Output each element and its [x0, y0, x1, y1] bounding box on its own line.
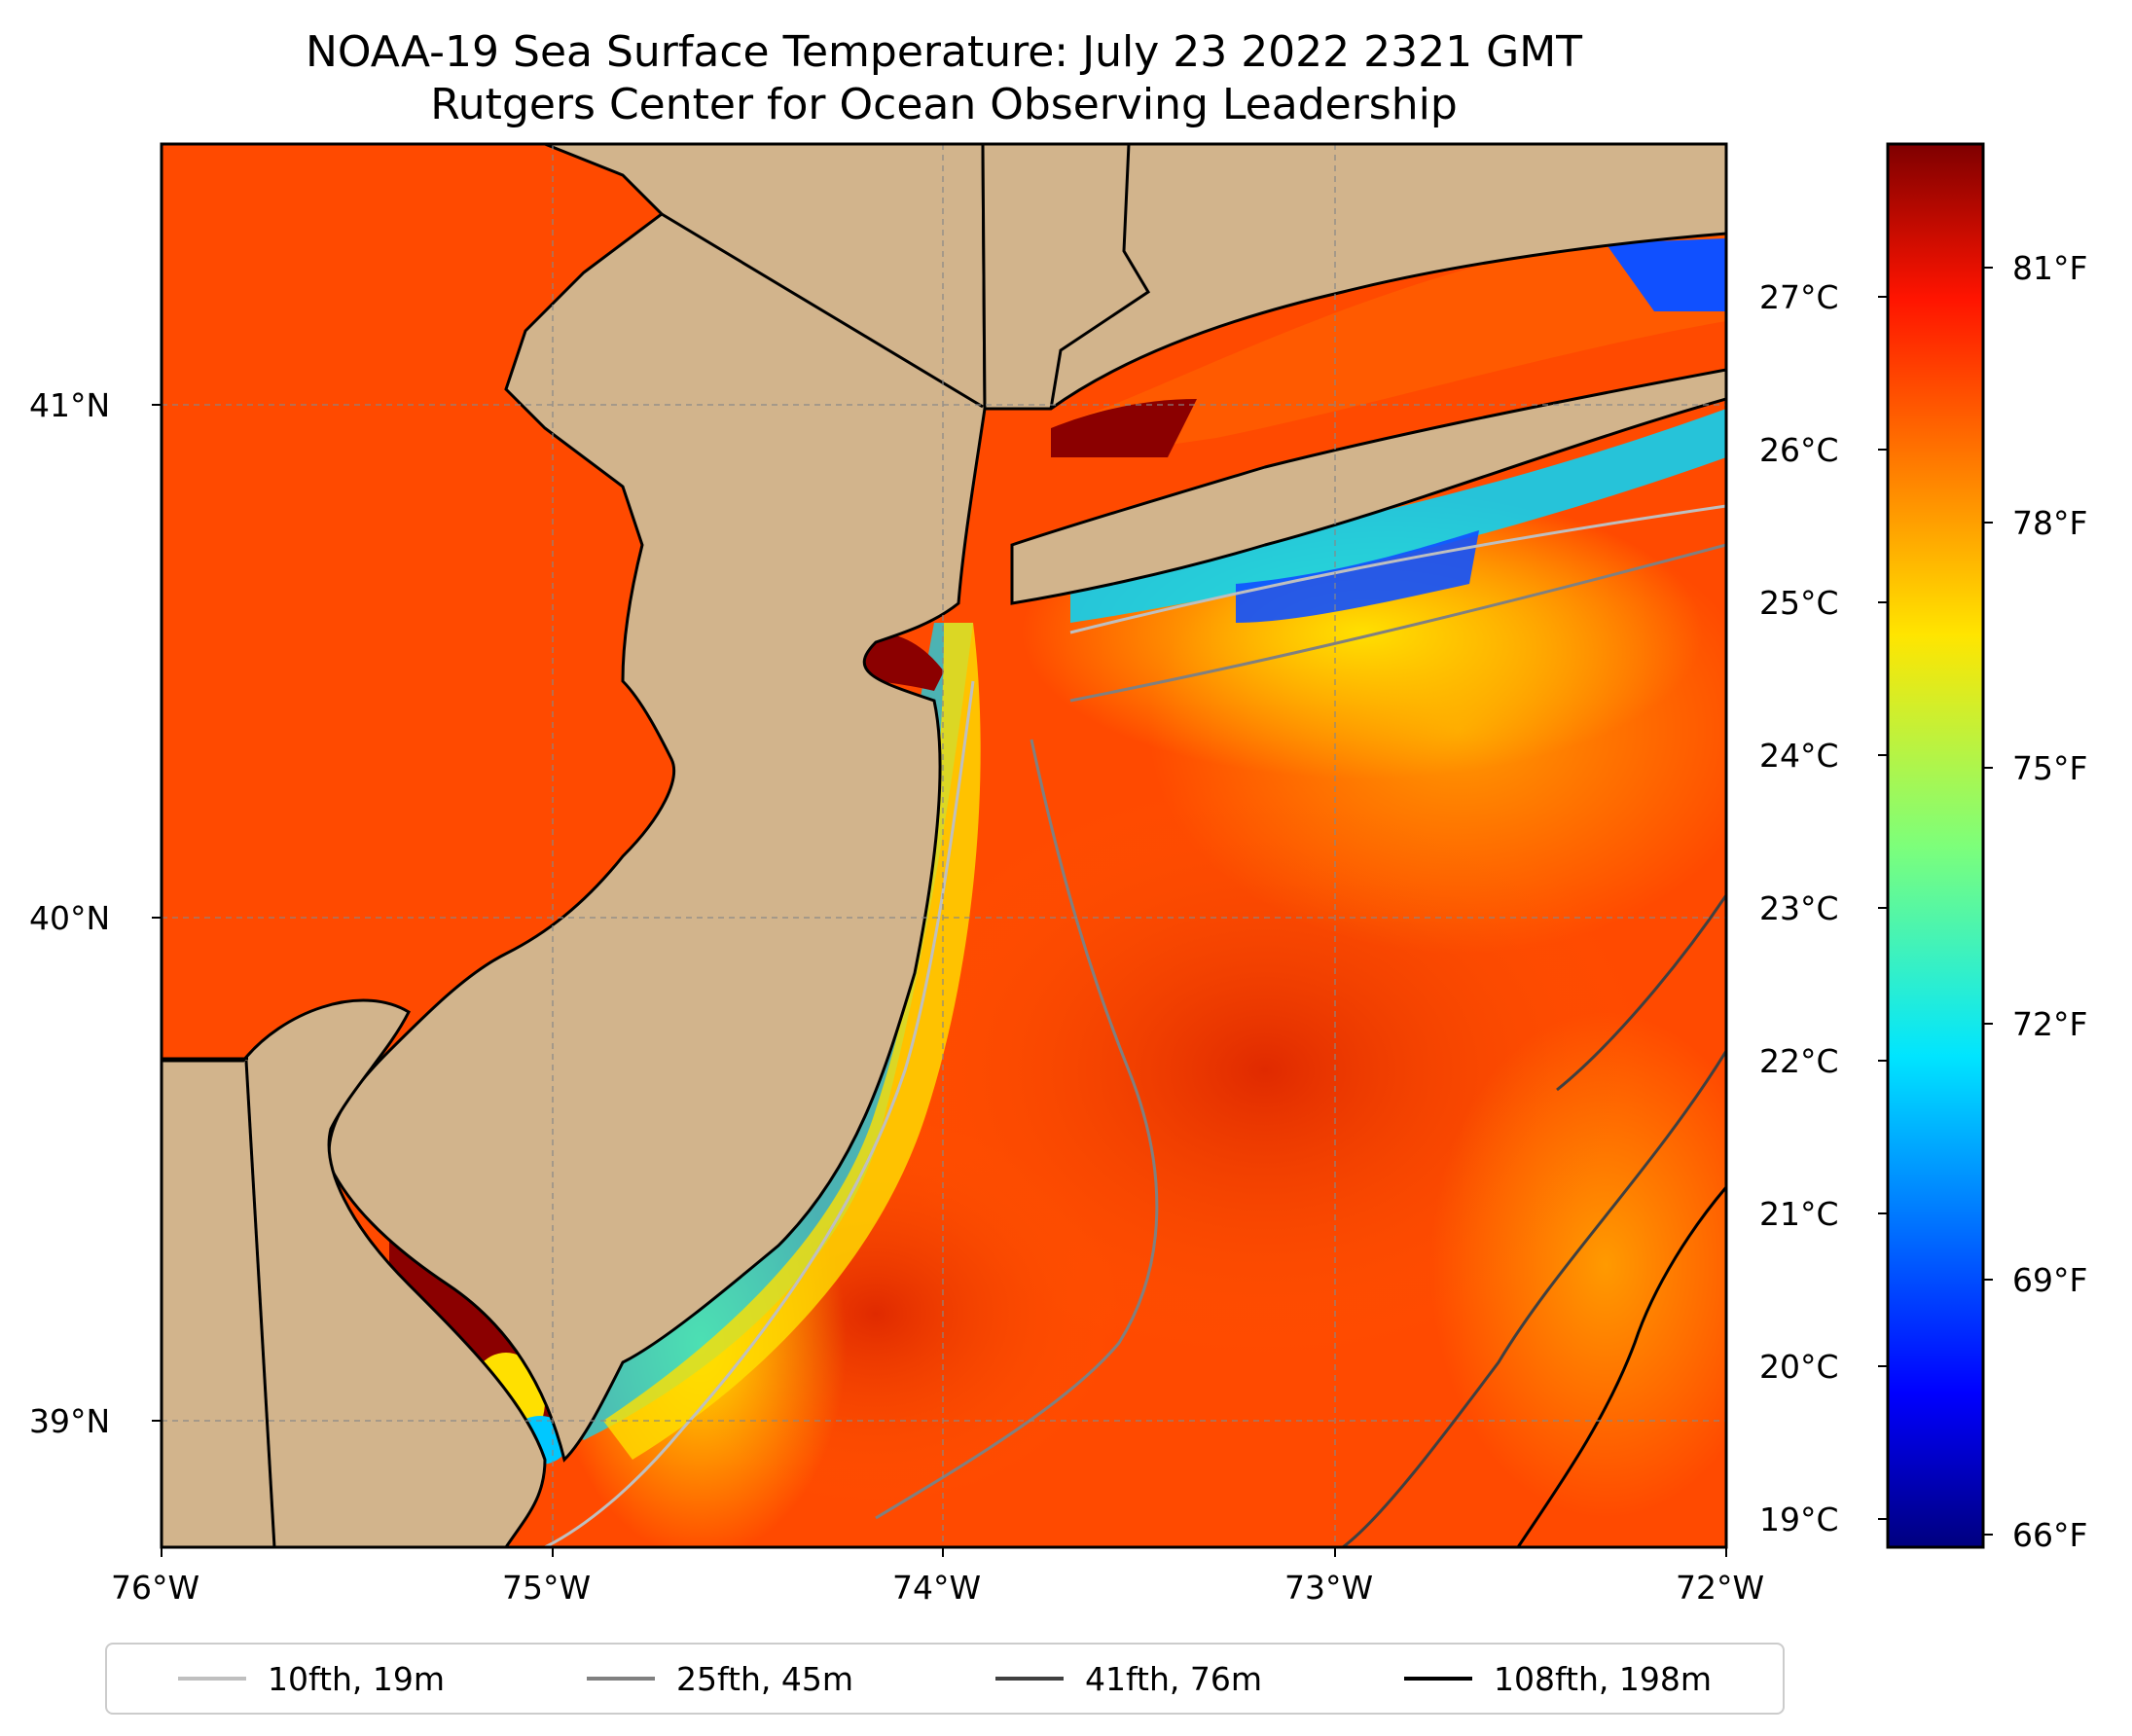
legend-line-swatch: [1404, 1677, 1472, 1681]
legend-line-swatch: [995, 1677, 1064, 1681]
legend-item-41fth: 41fth, 76m: [995, 1660, 1262, 1698]
lon-tick-label: 76°W: [111, 1569, 200, 1607]
legend-label: 25fth, 45m: [676, 1659, 853, 1698]
fahrenheit-tick-label: 66°F: [2012, 1516, 2088, 1554]
lon-tick-label: 73°W: [1284, 1569, 1374, 1607]
legend-label: 10fth, 19m: [268, 1659, 445, 1698]
lon-tick-label: 75°W: [502, 1569, 592, 1607]
chart-title: NOAA-19 Sea Surface Temperature: July 23…: [305, 27, 1583, 77]
legend-label: 41fth, 76m: [1085, 1659, 1262, 1698]
map-plot-area: [162, 144, 1726, 1547]
fahrenheit-tick-label: 78°F: [2012, 504, 2088, 542]
bathymetry-contours: [544, 504, 1726, 1547]
fahrenheit-tick-label: 75°F: [2012, 749, 2088, 787]
gridlines: [162, 144, 1726, 1547]
legend-item-25fth: 25fth, 45m: [587, 1660, 853, 1698]
celsius-tick-label: 26°C: [1759, 431, 1839, 469]
lat-tick-label: 39°N: [29, 1402, 111, 1440]
fahrenheit-tick-label: 69°F: [2012, 1261, 2088, 1299]
celsius-tick-label: 25°C: [1759, 584, 1839, 622]
lon-tick-label: 74°W: [892, 1569, 982, 1607]
legend-item-108fth: 108fth, 198m: [1404, 1660, 1712, 1698]
legend-line-swatch: [587, 1677, 655, 1681]
celsius-tick-label: 23°C: [1759, 889, 1839, 927]
legend-line-swatch: [178, 1677, 246, 1681]
contour-legend: 10fth, 19m 25fth, 45m 41fth, 76m 108fth,…: [105, 1643, 1785, 1715]
celsius-tick-label: 24°C: [1759, 737, 1839, 775]
legend-item-10fth: 10fth, 19m: [178, 1660, 445, 1698]
fahrenheit-tick-label: 72°F: [2012, 1005, 2088, 1043]
new-jersey-land: [162, 144, 987, 1463]
celsius-tick-label: 27°C: [1759, 278, 1839, 316]
legend-label: 108fth, 198m: [1494, 1659, 1712, 1698]
chart-subtitle: Rutgers Center for Ocean Observing Leade…: [430, 80, 1458, 129]
celsius-tick-label: 21°C: [1759, 1195, 1839, 1233]
lat-tick-label: 40°N: [29, 899, 111, 937]
lat-tick-label: 41°N: [29, 386, 111, 424]
long-island-land: [1010, 368, 1726, 605]
new-york-land: [981, 144, 1726, 411]
lon-tick-label: 72°W: [1676, 1569, 1765, 1607]
pennsylvania-delaware-land: [162, 998, 547, 1547]
celsius-tick-label: 19°C: [1759, 1501, 1839, 1538]
fahrenheit-tick-label: 81°F: [2012, 249, 2088, 287]
celsius-tick-label: 20°C: [1759, 1348, 1839, 1386]
celsius-tick-label: 22°C: [1759, 1042, 1839, 1080]
colorbar: [1886, 142, 1985, 1549]
